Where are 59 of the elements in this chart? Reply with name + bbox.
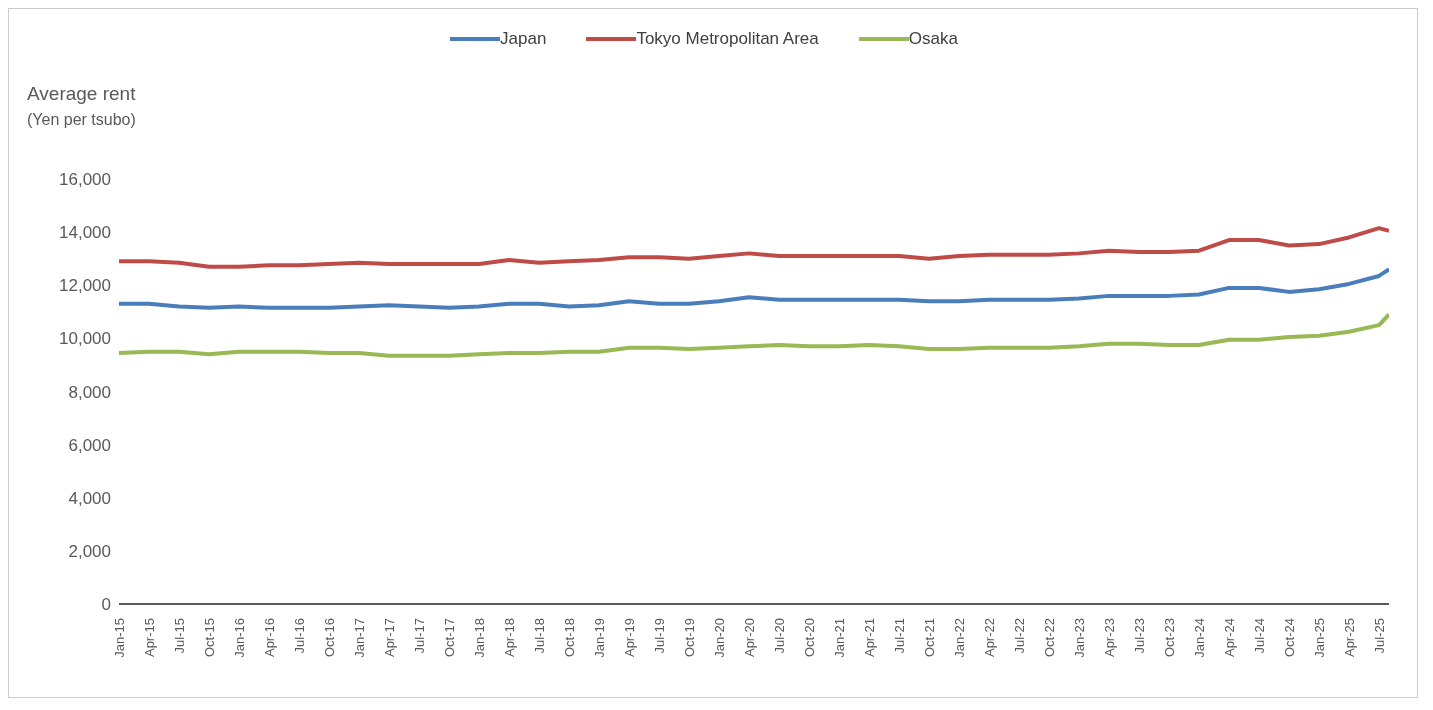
- legend-label: Japan: [499, 29, 547, 49]
- y-tick-label: 6,000: [68, 435, 111, 455]
- x-tick-label: Oct-19: [681, 618, 697, 658]
- y-tick-label: 16,000: [59, 170, 111, 190]
- x-tick-label: Oct-16: [321, 618, 337, 658]
- y-tick-label: 10,000: [59, 329, 111, 349]
- x-tick-label: Jul-20: [771, 618, 787, 654]
- x-tick-label: Jan-25: [1311, 618, 1327, 658]
- x-tick-label: Jan-20: [711, 618, 727, 658]
- x-tick-label: Jul-15: [171, 618, 187, 654]
- x-tick-label: Jul-23: [1131, 618, 1147, 654]
- x-tick-label: Apr-15: [141, 618, 157, 658]
- x-tick-label: Jul-25: [1371, 618, 1387, 654]
- x-tick-label: Oct-22: [1041, 618, 1057, 658]
- x-tick-label: Oct-21: [921, 618, 937, 658]
- x-tick-label: Apr-19: [621, 618, 637, 658]
- x-tick-label: Oct-20: [801, 618, 817, 658]
- x-tick-label: Apr-20: [741, 618, 757, 658]
- x-tick-label: Oct-23: [1161, 618, 1177, 658]
- y-tick-label: 0: [101, 595, 111, 615]
- x-tick-label: Jul-24: [1251, 618, 1267, 654]
- x-tick-label: Apr-25: [1341, 618, 1357, 658]
- x-tick-label: Apr-24: [1221, 618, 1237, 658]
- legend-label: Tokyo Metropolitan Area: [635, 29, 819, 49]
- y-tick-label: 4,000: [68, 488, 111, 508]
- x-tick-label: Oct-18: [561, 618, 577, 658]
- x-tick-label: Jan-16: [231, 618, 247, 658]
- x-tick-label: Jan-23: [1071, 618, 1087, 658]
- x-tick-label: Jan-22: [951, 618, 967, 658]
- x-tick-label: Oct-24: [1281, 618, 1297, 658]
- y-axis-title: Average rent (Yen per tsubo): [27, 82, 136, 130]
- x-tick-label: Jul-16: [291, 618, 307, 654]
- line-series: [119, 312, 1389, 358]
- x-tick-label: Oct-15: [201, 618, 217, 658]
- x-tick-label: Jan-15: [111, 618, 127, 658]
- y-tick-label: 8,000: [68, 382, 111, 402]
- x-tick-label: Jul-18: [531, 618, 547, 654]
- x-tick-label: Oct-17: [441, 618, 457, 658]
- x-tick-label: Apr-16: [261, 618, 277, 658]
- x-tick-label: Apr-18: [501, 618, 517, 658]
- x-tick-label: Apr-21: [861, 618, 877, 658]
- x-tick-label: Jan-21: [831, 618, 847, 658]
- y-tick-label: 2,000: [68, 541, 111, 561]
- x-tick-label: Apr-23: [1101, 618, 1117, 658]
- line-series: [119, 226, 1389, 269]
- legend-label: Osaka: [907, 29, 958, 49]
- line-series: [119, 267, 1389, 310]
- x-tick-label: Jan-18: [471, 618, 487, 658]
- x-tick-label: Apr-17: [381, 618, 397, 658]
- x-tick-label: Jan-17: [351, 618, 367, 658]
- x-tick-label: Apr-22: [981, 618, 997, 658]
- x-tick-label: Jul-22: [1011, 618, 1027, 654]
- x-tick-label: Jan-24: [1191, 618, 1207, 658]
- x-tick-label: Jul-17: [411, 618, 427, 654]
- y-tick-label: 12,000: [59, 276, 111, 296]
- x-tick-label: Jan-19: [591, 618, 607, 658]
- x-tick-label: Jul-21: [891, 618, 907, 654]
- x-tick-label: Jul-19: [651, 618, 667, 654]
- y-tick-label: 14,000: [59, 223, 111, 243]
